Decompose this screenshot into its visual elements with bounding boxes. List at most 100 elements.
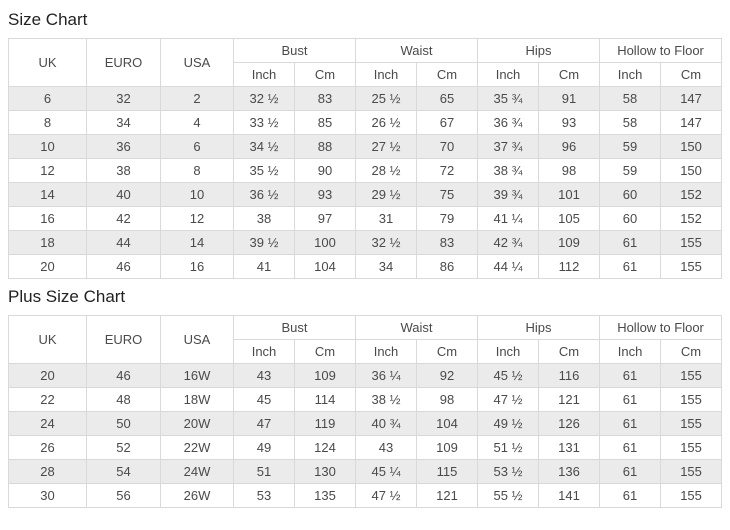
table-cell: 8 [160, 158, 234, 183]
table-cell: 116 [538, 363, 601, 388]
table-cell: 83 [293, 86, 357, 111]
subcol-hips-cm: Cm [538, 62, 601, 87]
table-cell: 109 [293, 363, 357, 388]
table-cell: 12 [8, 158, 87, 183]
table-cell: 130 [293, 459, 357, 484]
table-cell: 22 [8, 387, 87, 412]
table-cell: 14 [8, 182, 87, 207]
size-chart-table: UK EURO USA Bust Waist Hips Hollow to Fl… [8, 38, 723, 279]
table-cell: 100 [293, 230, 357, 255]
table-cell: 38 ¾ [477, 158, 540, 183]
table-row: 12 38 8 35 ½ 90 28 ½ 72 38 ¾ 98 59 150 [8, 158, 723, 183]
col-group-bust: Bust [232, 315, 357, 340]
subcol-hollow-cm: Cm [660, 339, 723, 364]
table-row: 14 40 10 36 ½ 93 29 ½ 75 39 ¾ 101 60 152 [8, 182, 723, 207]
table-cell: 35 ½ [233, 158, 295, 183]
table-cell: 39 ¾ [477, 182, 540, 207]
table-cell: 61 [599, 363, 662, 388]
table-cell: 83 [416, 230, 479, 255]
table-cell: 38 [233, 206, 295, 231]
table-cell: 75 [416, 182, 479, 207]
table-cell: 60 [599, 206, 662, 231]
table-cell: 16 [160, 254, 234, 279]
table-cell: 8 [8, 110, 87, 135]
table-cell: 20 [8, 363, 87, 388]
table-cell: 92 [416, 363, 479, 388]
table-cell: 124 [293, 435, 357, 460]
table-cell: 150 [660, 134, 723, 159]
size-chart-header: UK EURO USA Bust Waist Hips Hollow to Fl… [8, 38, 723, 87]
table-cell: 155 [660, 435, 723, 460]
table-cell: 61 [599, 435, 662, 460]
table-cell: 33 ½ [233, 110, 295, 135]
table-cell: 45 [233, 387, 295, 412]
table-cell: 50 [86, 411, 161, 436]
table-cell: 126 [538, 411, 601, 436]
table-cell: 141 [538, 483, 601, 508]
table-cell: 49 ½ [477, 411, 540, 436]
table-cell: 24W [160, 459, 234, 484]
table-cell: 51 ½ [477, 435, 540, 460]
table-cell: 135 [293, 483, 357, 508]
table-cell: 25 ½ [355, 86, 418, 111]
table-cell: 16W [160, 363, 234, 388]
table-cell: 41 [233, 254, 295, 279]
table-cell: 48 [86, 387, 161, 412]
table-cell: 109 [416, 435, 479, 460]
table-cell: 26 ½ [355, 110, 418, 135]
table-cell: 40 [86, 182, 161, 207]
table-cell: 42 ¾ [477, 230, 540, 255]
table-cell: 136 [538, 459, 601, 484]
table-cell: 24 [8, 411, 87, 436]
table-cell: 58 [599, 86, 662, 111]
table-cell: 104 [416, 411, 479, 436]
col-group-hollow-to-floor: Hollow to Floor [599, 38, 723, 63]
col-group-waist: Waist [355, 315, 479, 340]
table-cell: 44 ¼ [477, 254, 540, 279]
table-cell: 119 [293, 411, 357, 436]
col-header-euro: EURO [86, 315, 161, 364]
table-cell: 34 [355, 254, 418, 279]
table-cell: 121 [538, 387, 601, 412]
table-cell: 59 [599, 134, 662, 159]
table-cell: 105 [538, 206, 601, 231]
table-cell: 155 [660, 230, 723, 255]
col-header-usa: USA [160, 38, 234, 87]
table-cell: 65 [416, 86, 479, 111]
subcol-waist-cm: Cm [416, 62, 479, 87]
table-cell: 32 ½ [355, 230, 418, 255]
table-cell: 96 [538, 134, 601, 159]
table-row: 16 42 12 38 97 31 79 41 ¼ 105 60 152 [8, 206, 723, 231]
size-chart-page: Size Chart UK EURO USA Bust Waist Hips H… [8, 10, 723, 508]
table-cell: 56 [86, 483, 161, 508]
table-cell: 10 [8, 134, 87, 159]
table-cell: 29 ½ [355, 182, 418, 207]
size-chart-body: 6 32 2 32 ½ 83 25 ½ 65 35 ¾ 91 58 147 8 34 4 33 ½ 85 26 … [8, 86, 723, 279]
plus-size-chart-body: 20 46 16W 43 109 36 ¼ 92 45 ½ 116 61 155 22 48 18W 45 1… [8, 363, 723, 508]
table-row: 8 34 4 33 ½ 85 26 ½ 67 36 ¾ 93 58 147 [8, 110, 723, 135]
col-group-bust: Bust [232, 38, 357, 63]
table-cell: 61 [599, 254, 662, 279]
table-cell: 32 ½ [233, 86, 295, 111]
table-cell: 41 ¼ [477, 206, 540, 231]
table-cell: 2 [160, 86, 234, 111]
table-cell: 39 ½ [233, 230, 295, 255]
table-cell: 30 [8, 483, 87, 508]
table-cell: 32 [86, 86, 161, 111]
size-chart-title: Size Chart [8, 10, 88, 29]
plus-size-chart-header: UK EURO USA Bust Waist Hips Hollow to Fl… [8, 315, 723, 364]
table-cell: 61 [599, 483, 662, 508]
subcol-waist-cm: Cm [416, 339, 479, 364]
table-cell: 61 [599, 387, 662, 412]
table-cell: 51 [233, 459, 295, 484]
table-row: 30 56 26W 53 135 47 ½ 121 55 ½ 141 61 155 [8, 483, 723, 508]
table-cell: 61 [599, 459, 662, 484]
table-cell: 46 [86, 254, 161, 279]
table-cell: 52 [86, 435, 161, 460]
table-cell: 147 [660, 86, 723, 111]
table-cell: 31 [355, 206, 418, 231]
col-group-hollow-to-floor: Hollow to Floor [599, 315, 723, 340]
subcol-hollow-cm: Cm [660, 62, 723, 87]
table-cell: 26 [8, 435, 87, 460]
table-cell: 150 [660, 158, 723, 183]
